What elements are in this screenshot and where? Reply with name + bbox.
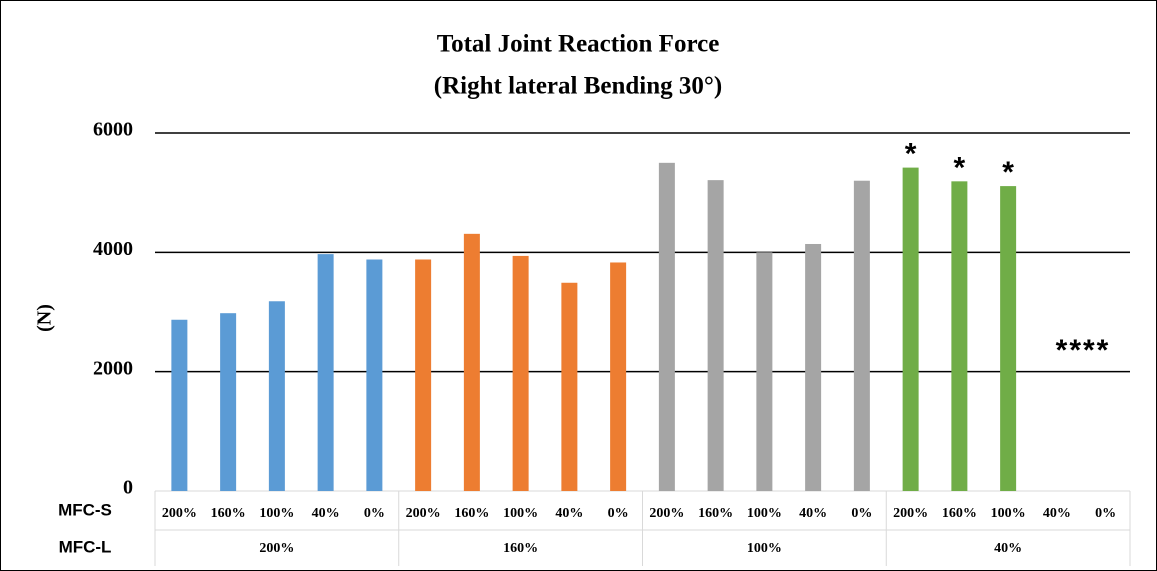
x-tick-label: 160% (942, 506, 977, 521)
bar (756, 252, 773, 491)
bar (171, 319, 188, 491)
x-tick-label: 100% (991, 506, 1026, 521)
x-tick-label: 0% (608, 506, 629, 521)
bar (415, 259, 432, 491)
group-label: 100% (747, 541, 782, 556)
group-label: 200% (259, 541, 294, 556)
annotation: * (1002, 156, 1014, 189)
x-tick-label: 200% (649, 506, 684, 521)
annotation: * (905, 138, 917, 171)
bar (658, 162, 675, 492)
x-tick-label: 100% (747, 506, 782, 521)
x-tick-label: 0% (1095, 506, 1116, 521)
annotation: **** (1056, 334, 1111, 367)
x-tick-label: 160% (211, 506, 246, 521)
y-tick-label: 2000 (93, 357, 133, 379)
x-tick-label: 0% (364, 506, 385, 521)
bar (902, 167, 919, 491)
x-tick-label: 100% (259, 506, 294, 521)
chart-subtitle: (Right lateral Bending 30°) (434, 73, 722, 100)
x-tick-label: 160% (698, 506, 733, 521)
annotation: * (954, 151, 966, 184)
group-label: 160% (503, 541, 538, 556)
bar (1000, 186, 1017, 491)
x-tick-label: 0% (851, 506, 872, 521)
bar (853, 180, 870, 491)
bar (951, 181, 968, 491)
x-tick-label: 40% (555, 506, 583, 521)
bar (220, 313, 237, 491)
x-tick-label: 200% (893, 506, 928, 521)
bar (366, 259, 383, 491)
bar (805, 243, 822, 491)
x-tick-label: 160% (454, 506, 489, 521)
x-tick-label: 40% (312, 506, 340, 521)
bar (463, 233, 480, 491)
bar (610, 262, 627, 491)
x-tick-label: 100% (503, 506, 538, 521)
x-tick-label: 200% (162, 506, 197, 521)
row-label: MFC-L (59, 537, 112, 556)
group-label: 40% (994, 541, 1022, 556)
y-tick-label: 6000 (93, 119, 133, 141)
x-tick-label: 40% (799, 506, 827, 521)
bar (707, 180, 724, 492)
y-axis-label: (N) (34, 304, 56, 332)
bar (317, 254, 334, 491)
bar (268, 301, 285, 491)
x-tick-label: 200% (406, 506, 441, 521)
chart-title: Total Joint Reaction Force (437, 31, 720, 58)
row-label: MFC-S (58, 500, 112, 519)
bar (561, 282, 578, 491)
y-tick-label: 0 (123, 477, 133, 499)
x-tick-label: 40% (1043, 506, 1071, 521)
bar (512, 255, 529, 491)
y-tick-label: 4000 (93, 238, 133, 260)
